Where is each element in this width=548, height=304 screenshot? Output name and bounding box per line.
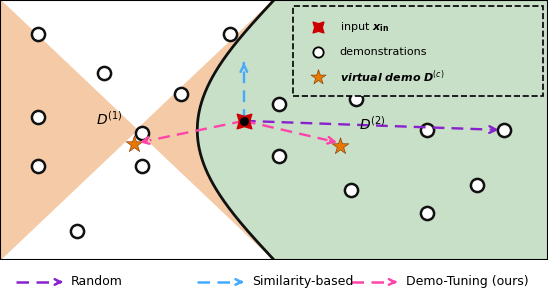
Point <box>335 143 344 148</box>
FancyBboxPatch shape <box>293 6 543 96</box>
Point <box>275 154 284 158</box>
Point <box>500 128 509 133</box>
Point <box>472 182 481 187</box>
Point <box>72 229 81 234</box>
Point <box>100 70 109 75</box>
Text: demonstrations: demonstrations <box>340 47 427 57</box>
Point <box>423 211 432 216</box>
Point <box>346 187 355 192</box>
Text: Random: Random <box>71 275 123 288</box>
Text: input $\boldsymbol{x}_\mathbf{in}$: input $\boldsymbol{x}_\mathbf{in}$ <box>340 20 389 34</box>
Point <box>239 119 248 123</box>
Point <box>34 115 43 119</box>
Text: $D^{(1)}$: $D^{(1)}$ <box>96 110 122 128</box>
Polygon shape <box>197 0 548 260</box>
Point <box>138 164 147 169</box>
Text: $D^{(2)}$: $D^{(2)}$ <box>359 115 385 133</box>
Point <box>34 31 43 36</box>
Point <box>239 119 248 123</box>
Point <box>313 74 322 79</box>
Text: Similarity-based: Similarity-based <box>252 275 353 288</box>
Point <box>352 96 361 101</box>
Point <box>130 142 139 147</box>
Point <box>176 91 185 96</box>
Polygon shape <box>0 0 274 260</box>
Point <box>313 25 322 30</box>
Text: Demo-Tuning (ours): Demo-Tuning (ours) <box>406 275 528 288</box>
Point <box>313 50 322 54</box>
Text: virtual demo $\boldsymbol{D}^{(c)}$: virtual demo $\boldsymbol{D}^{(c)}$ <box>340 68 444 85</box>
Point <box>138 130 147 135</box>
Point <box>450 44 459 49</box>
Point <box>302 55 311 60</box>
Point <box>275 102 284 106</box>
Point <box>34 164 43 169</box>
Point <box>423 128 432 133</box>
Point <box>335 18 344 23</box>
Point <box>226 31 235 36</box>
